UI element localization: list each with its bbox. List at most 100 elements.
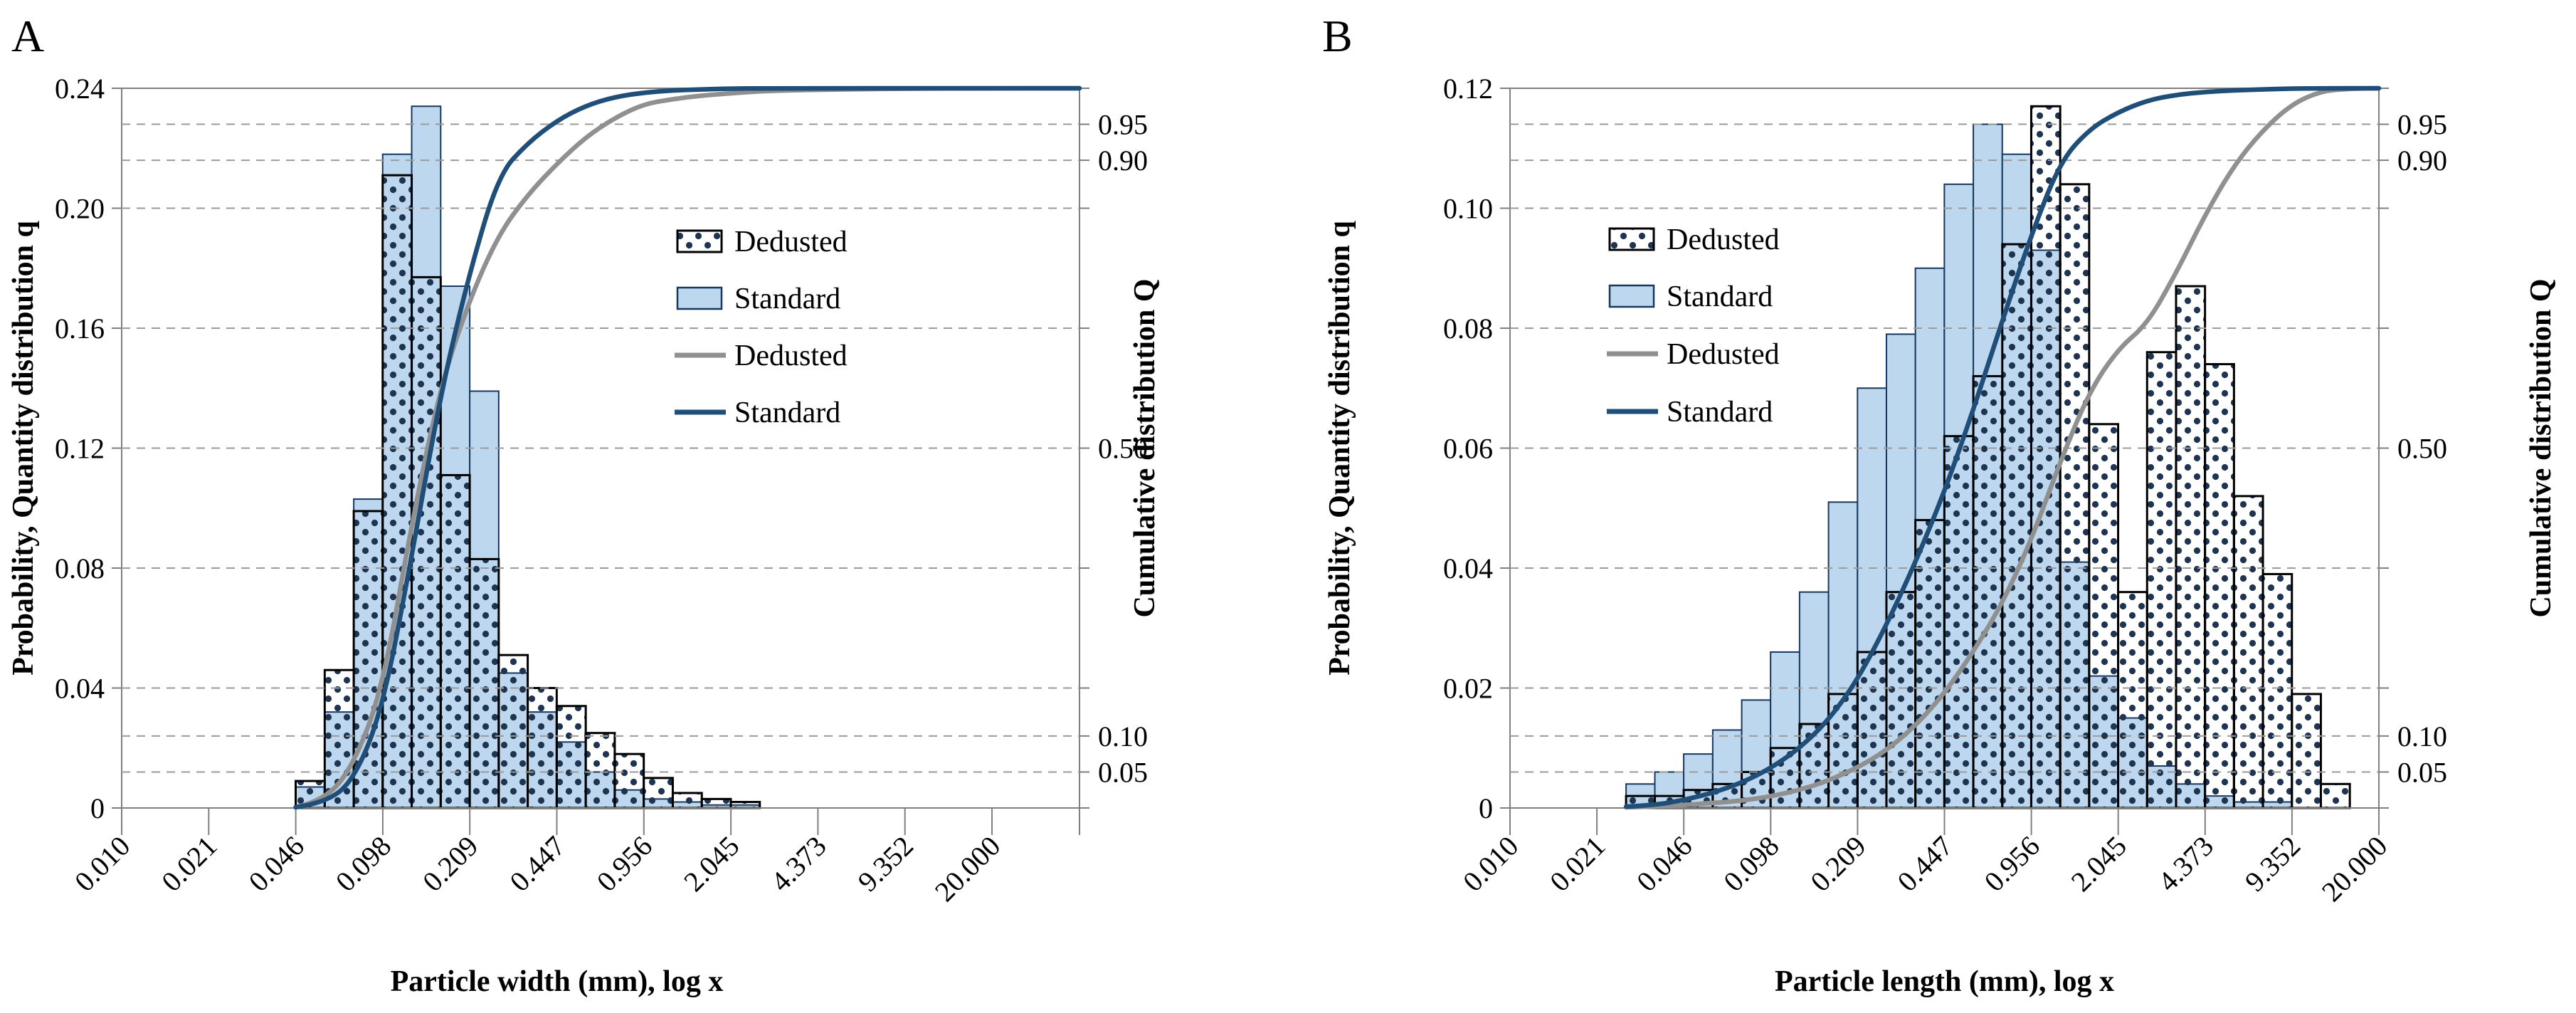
dedusted-bars [294,174,761,809]
legend-label: Standard [734,397,840,429]
bar-dedusted [2175,285,2207,809]
y-left-tick-label: 0.06 [1443,433,1493,465]
legend-label: Dedusted [734,340,848,372]
bar-dedusted [613,752,645,809]
bar-dedusted [555,705,587,809]
x-tick-label: 2.045 [2065,830,2133,898]
curve-standard-cumulative [1623,85,2382,809]
bar-dedusted [1856,651,1888,809]
bar-dedusted [1943,435,1975,809]
y-left-tick-label: 0.24 [55,73,105,105]
bar-dedusted [671,792,703,809]
y-left-tick-label: 0.12 [55,433,105,465]
bar-dedusted [468,557,500,809]
panel-letter-A: A [11,11,44,61]
y-right-tick-label: 0.95 [2397,109,2447,141]
x-tick-label: 20.000 [2316,830,2394,908]
x-axis-title: Particle width (mm), log x [391,965,724,998]
y-left-tick-label: 0 [1479,792,1493,824]
y-left-tick-label: 0.20 [55,193,105,225]
bar-dedusted [381,174,413,809]
bar-dedusted [700,797,732,809]
legend: Dedusted Standard Dedusted Standard [675,226,848,429]
y-right-tick-label: 0.50 [1098,433,1148,465]
bar-dedusted [2059,183,2091,809]
bar-dedusted [584,732,616,809]
y-right-tick-label: 0.95 [1098,109,1148,141]
x-tick-label: 0.010 [1457,830,1524,898]
bar-dedusted [729,801,761,809]
x-tick-label: 4.373 [2152,830,2219,898]
bar-dedusted [527,687,558,809]
y-right-tick-label: 0.90 [2397,145,2447,177]
x-tick-label: 9.352 [2239,830,2306,898]
x-tick-label: 0.209 [1804,830,1872,898]
bar-dedusted [439,473,471,809]
bar-dedusted [323,668,355,809]
legend-label: Dedusted [734,226,848,258]
y-left-tick-label: 0.10 [1443,193,1493,225]
y-left-axis-title: Probability, Quantity distribution q [7,221,40,676]
gridlines [122,123,1080,773]
legend-swatch-dedusted-bar [1608,227,1655,251]
y-left-tick-label: 0.16 [55,313,105,345]
bar-dedusted [2291,693,2322,809]
bar-dedusted [2319,782,2351,809]
bar-dedusted [1914,519,1946,809]
bar-dedusted [497,654,529,809]
x-tick-label: 0.098 [1717,830,1785,898]
legend-label: Dedusted [1667,224,1780,256]
curve-dedusted-cumulative [1623,85,2382,810]
bar-dedusted [2232,495,2264,809]
x-tick-label: 0.447 [503,830,571,898]
y-right-axis-title: Cumulative distribution Q [2525,278,2557,617]
x-tick-label: 2.045 [677,830,745,898]
y-right-tick-label: 0.10 [1098,720,1148,752]
x-tick-label: 0.447 [1891,830,1958,898]
axis-ticks [112,88,1089,835]
gridlines [1510,123,2379,773]
bar-dedusted [2204,363,2235,809]
panel-A: 0.24 0.20 0.16 0.12 0.08 0.04 0 0.95 0.90 0.50 0.1… [7,11,1161,998]
y-left-tick-label: 0.04 [55,673,105,705]
bar-dedusted [643,777,674,809]
y-left-tick-label: 0.12 [1443,73,1493,105]
x-tick-label: 0.209 [416,830,484,898]
y-left-tick-label: 0 [90,792,105,824]
legend-swatch-standard-bar [676,286,723,310]
bar-dedusted [1798,723,1830,809]
y-left-tick-label: 0.02 [1443,673,1493,705]
y-right-axis-title: Cumulative distribution Q [1129,278,1161,617]
axis-ticks [1500,88,2389,835]
legend-swatch-standard-bar [1608,284,1655,308]
y-left-axis-title: Probability, Quantity distribution q [1324,221,1356,676]
legend-label: Standard [1667,280,1773,313]
x-tick-label: 0.010 [68,830,136,898]
x-tick-label: 0.956 [1978,830,2046,898]
bar-dedusted [1972,374,2004,809]
y-right-tick-label: 0.90 [1098,145,1148,177]
y-right-tick-label: 0.10 [2397,720,2447,752]
x-tick-label: 0.046 [1630,830,1698,898]
panel-B: 0.12 0.10 0.08 0.06 0.04 0.02 0 0.95 0.90 0.50 0.1… [1322,11,2557,998]
bar-dedusted [2117,591,2148,809]
x-tick-label: 0.956 [591,830,658,898]
y-right-tick-label: 0.05 [2397,756,2447,788]
x-tick-label: 9.352 [852,830,919,898]
x-tick-label: 0.021 [1543,830,1611,898]
legend-label: Standard [1667,396,1773,429]
y-right-tick-label: 0.50 [2397,433,2447,465]
bar-dedusted [2261,572,2293,809]
x-tick-label: 0.021 [155,830,223,898]
x-tick-label: 0.046 [243,830,310,898]
legend-label: Standard [734,283,840,315]
x-tick-label: 4.373 [764,830,832,898]
y-left-tick-label: 0.04 [1443,552,1493,584]
y-left-tick-label: 0.08 [55,552,105,584]
y-left-tick-label: 0.08 [1443,313,1493,345]
legend-label: Dedusted [1667,338,1780,371]
bar-dedusted [352,510,384,809]
x-tick-label: 0.098 [329,830,397,898]
bar-dedusted [2088,423,2120,809]
